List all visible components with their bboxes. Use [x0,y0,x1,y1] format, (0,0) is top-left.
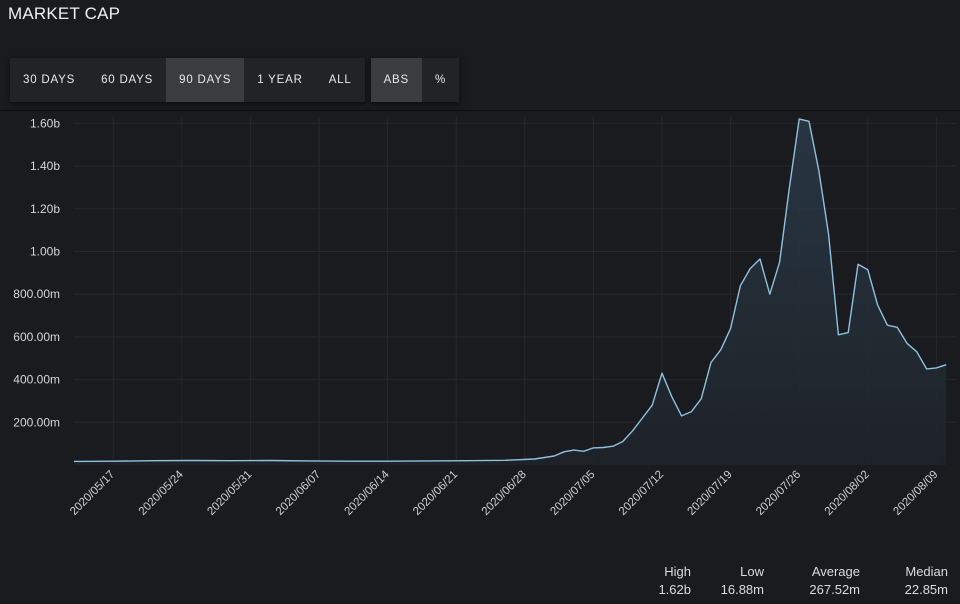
x-tick-label: 2020/07/12 [617,469,666,518]
market-cap-area [74,119,947,465]
x-axis: 2020/05/17 2020/05/24 2020/05/31 2020/06/07… [68,468,940,518]
stat-high: High 1.62b [613,564,691,597]
y-tick-label: 1.60b [30,116,60,130]
mode-button-group: ABS % [370,58,460,102]
stat-low-label: Low [740,564,764,579]
x-tick-label: 2020/08/02 [823,469,872,518]
x-tick-label: 2020/08/09 [891,469,940,518]
chart-area-layer [73,118,947,465]
stat-high-label: High [664,564,691,579]
y-tick-label: 1.00b [30,245,60,259]
x-tick-label: 2020/05/24 [137,468,187,518]
range-all-button[interactable]: ALL [328,74,352,86]
market-cap-chart: 200.00m 400.00m 600.00m 800.00m 1.00b 1.20b 1.… [13,116,956,518]
summary-stats: High 1.62b Low 16.88m Average 267.52m Me… [613,564,948,597]
chart-toolbar: 30 DAYS 60 DAYS 90 DAYS 1 YEAR ALL ABS % [10,58,460,102]
x-tick-label: 2020/06/14 [343,468,393,518]
range-90-days-button[interactable]: 90 DAYS [166,58,245,102]
range-60-days-button[interactable]: 60 DAYS [101,74,154,86]
mode-abs-button[interactable]: ABS [370,58,422,102]
x-tick-label: 2020/07/19 [686,469,735,518]
stat-average-value: 267.52m [809,582,860,597]
y-tick-label: 800.00m [13,287,60,301]
y-tick-label: 200.00m [13,415,60,429]
stat-low: Low 16.88m [691,564,764,597]
x-tick-label: 2020/06/21 [411,469,460,518]
stat-average-label: Average [811,564,860,579]
y-tick-label: 600.00m [13,330,60,344]
x-tick-label: 2020/05/17 [68,469,117,518]
y-axis: 200.00m 400.00m 600.00m 800.00m 1.00b 1.20b 1.… [13,116,60,429]
y-tick-label: 1.20b [30,202,60,216]
stat-low-value: 16.88m [720,582,764,597]
market-cap-line [73,118,947,463]
mode-percent-button[interactable]: % [434,74,447,86]
page-title: MARKET CAP [8,4,121,23]
stat-average: Average 267.52m [764,564,860,597]
range-30-days-button[interactable]: 30 DAYS [23,74,76,86]
y-tick-label: 400.00m [13,373,60,387]
x-tick-label: 2020/05/31 [205,469,254,518]
stat-median-value: 22.85m [904,582,948,597]
toolbar-divider [0,110,960,111]
x-tick-label: 2020/07/05 [548,469,597,518]
y-tick-label: 1.40b [30,159,60,173]
range-1-year-button[interactable]: 1 YEAR [257,74,303,86]
stat-median-label: Median [905,564,948,579]
stat-high-value: 1.62b [658,582,691,597]
stat-median: Median 22.85m [860,564,948,597]
x-tick-label: 2020/07/26 [754,469,803,518]
x-tick-label: 2020/06/07 [274,469,323,518]
x-tick-label: 2020/06/28 [480,469,529,518]
range-button-group: 30 DAYS 60 DAYS 90 DAYS 1 YEAR ALL [10,58,365,102]
